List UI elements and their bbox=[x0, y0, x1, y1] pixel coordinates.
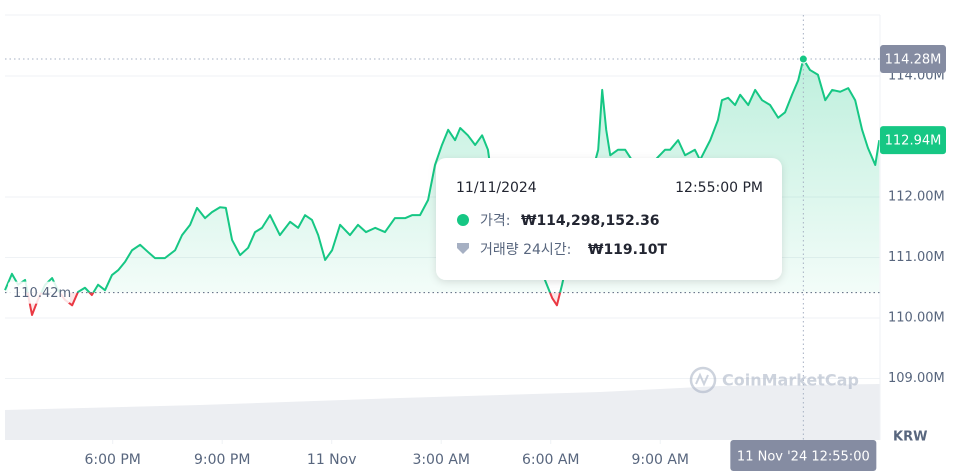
x-tick-label: 6:00 AM bbox=[522, 452, 580, 468]
high-label: 114.28M bbox=[885, 53, 942, 68]
x-tick-label: 3:00 AM bbox=[412, 452, 470, 468]
x-tick-label: 9:00 PM bbox=[194, 452, 250, 468]
watermark: CoinMarketCap bbox=[689, 366, 859, 394]
tooltip: 11/11/2024 12:55:00 PM 가격: ₩114,298,152.… bbox=[436, 158, 782, 280]
volume-area bbox=[5, 384, 880, 440]
tooltip-volume-icon bbox=[457, 243, 469, 254]
tooltip-time: 12:55:00 PM bbox=[675, 180, 763, 196]
current-badge bbox=[880, 126, 946, 155]
tooltip-box bbox=[436, 158, 782, 280]
watermark-logo-mark bbox=[695, 372, 709, 387]
y-tick-label: 112.00M bbox=[888, 190, 945, 205]
y-tick-label: 109.00M bbox=[888, 371, 945, 386]
crosshair-badge bbox=[730, 440, 877, 471]
tooltip-date: 11/11/2024 bbox=[456, 180, 537, 196]
watermark-logo bbox=[689, 366, 717, 394]
tooltip-volume: ₩119.10T bbox=[588, 242, 667, 258]
tooltip-price: ₩114,298,152.36 bbox=[521, 213, 660, 229]
price-line-up bbox=[4, 58, 880, 293]
hover-point bbox=[798, 54, 808, 64]
currency-label: KRW bbox=[893, 430, 927, 445]
high-badge bbox=[880, 45, 946, 74]
crosshair-label: 11 Nov '24 12:55:00 bbox=[737, 450, 870, 465]
x-tick-label: 9:00 AM bbox=[631, 452, 689, 468]
watermark-text: CoinMarketCap bbox=[722, 371, 859, 390]
y-tick-label: 110.00M bbox=[888, 311, 945, 326]
reference-label-box bbox=[8, 281, 70, 304]
tooltip-volume-label: 거래량 24시간: bbox=[480, 242, 571, 258]
tooltip-price-dot bbox=[457, 214, 469, 226]
y-tick-label: 111.00M bbox=[888, 250, 945, 265]
reference-label: 110.42m bbox=[13, 286, 71, 301]
tooltip-price-label: 가격: bbox=[480, 213, 510, 229]
x-tick-label: 11 Nov bbox=[307, 452, 357, 468]
x-tick-label: 6:00 PM bbox=[84, 452, 140, 468]
current-label: 112.94M bbox=[885, 134, 942, 149]
